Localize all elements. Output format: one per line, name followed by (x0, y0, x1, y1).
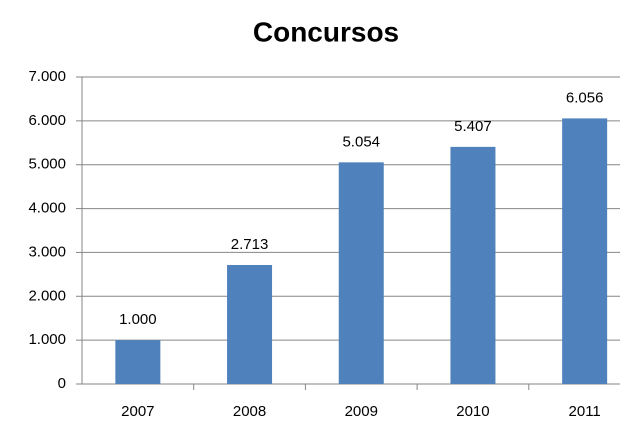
x-tick-label: 2010 (456, 403, 489, 420)
y-tick-label: 5.000 (28, 156, 66, 173)
bar (562, 118, 608, 384)
data-label: 1.000 (119, 311, 157, 328)
data-label: 2.713 (231, 236, 269, 253)
bar (450, 146, 496, 384)
data-label: 5.054 (342, 133, 380, 150)
y-tick-label: 4.000 (28, 200, 66, 217)
x-tick-label: 2008 (233, 403, 266, 420)
x-tick-label: 2009 (345, 403, 378, 420)
data-label: 5.407 (454, 118, 492, 135)
bar (338, 162, 384, 384)
data-label: 6.056 (566, 89, 604, 106)
y-tick-label: 2.000 (28, 287, 66, 304)
y-tick-label: 7.000 (28, 68, 66, 85)
chart-title: Concursos (253, 16, 399, 47)
y-tick-label: 6.000 (28, 112, 66, 129)
x-tick-label: 2011 (569, 403, 601, 420)
x-tick-label: 2007 (121, 403, 154, 420)
bar (227, 265, 273, 384)
y-tick-label: 3.000 (28, 243, 66, 260)
y-tick-label: 1.000 (28, 331, 66, 348)
y-tick-label: 0 (58, 375, 66, 392)
bar (115, 340, 161, 384)
